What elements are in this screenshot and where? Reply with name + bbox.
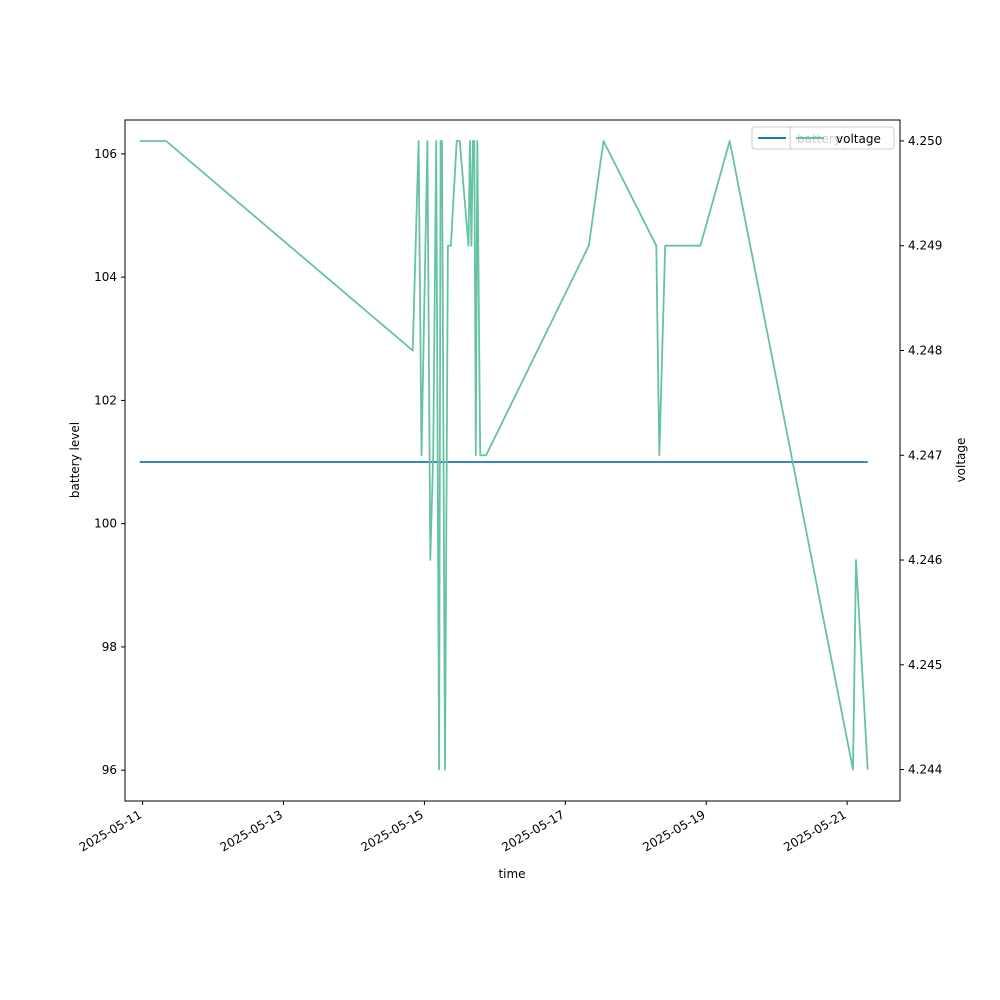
plot-frame xyxy=(124,119,901,802)
legend-voltage: voltage xyxy=(789,126,895,150)
x-tick-label: 2025-05-11 xyxy=(77,807,144,854)
legend-voltage-label: voltage xyxy=(836,132,881,146)
x-tick-label: 2025-05-17 xyxy=(499,807,566,854)
right-y-tick-label: 4.247 xyxy=(908,448,942,462)
right-y-tick-label: 4.248 xyxy=(908,343,942,357)
left-y-tick-label: 104 xyxy=(94,270,117,284)
left-y-tick-label: 102 xyxy=(94,393,117,407)
x-tick-label: 2025-05-15 xyxy=(359,807,426,854)
plot-background xyxy=(125,120,900,801)
left-y-tick-label: 106 xyxy=(94,147,117,161)
x-tick-label: 2025-05-13 xyxy=(218,807,285,854)
x-tick-label: 2025-05-19 xyxy=(640,807,707,854)
right-y-tick-label: 4.246 xyxy=(908,553,942,567)
right-y-tick-label: 4.250 xyxy=(908,134,942,148)
left-y-tick-label: 98 xyxy=(102,640,117,654)
x-tick-label: 2025-05-21 xyxy=(781,807,848,854)
series-layer xyxy=(139,140,869,771)
left-y-tick-label: 96 xyxy=(102,763,117,777)
right-y-tick-label: 4.245 xyxy=(908,658,942,672)
right-y-tick-label: 4.249 xyxy=(908,239,942,253)
legend-voltage-frame xyxy=(789,126,895,150)
left-y-axis-label: battery level xyxy=(68,422,82,498)
left-y-tick-label: 100 xyxy=(94,517,117,531)
series-line-voltage xyxy=(139,140,869,771)
x-axis-label: time xyxy=(498,867,525,881)
right-y-axis-label: voltage xyxy=(954,438,968,483)
right-y-tick-label: 4.244 xyxy=(908,763,942,777)
